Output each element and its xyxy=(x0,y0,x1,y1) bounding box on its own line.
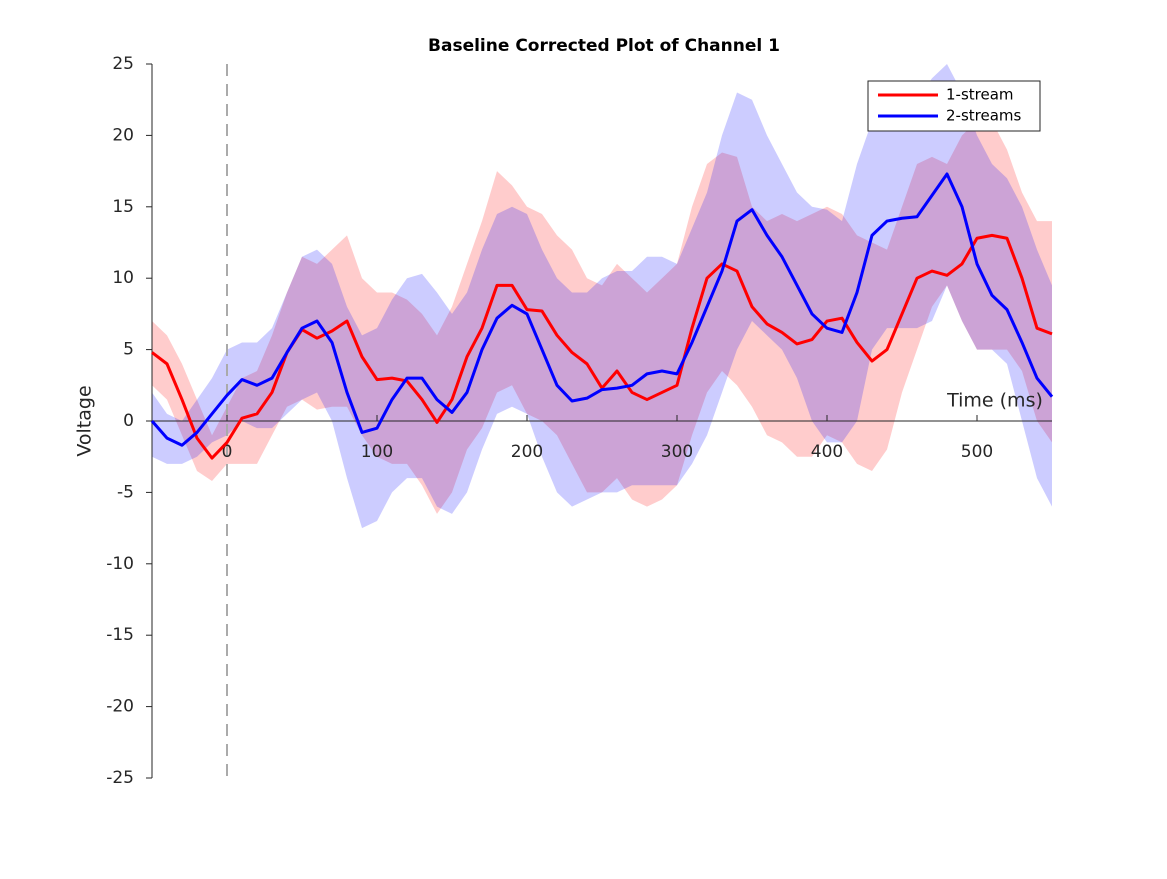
x-tick-label: 200 xyxy=(511,442,543,462)
legend: 1-stream 2-streams xyxy=(867,80,1041,132)
y-tick-label: 25 xyxy=(112,54,134,74)
x-tick-label: 400 xyxy=(811,442,843,462)
y-tick-label: -25 xyxy=(106,768,134,788)
error-band xyxy=(152,64,1052,529)
y-axis-label: Voltage xyxy=(74,385,96,456)
y-tick-label: 15 xyxy=(112,197,134,217)
line xyxy=(150,172,1054,447)
x-axis-label: Time (ms) xyxy=(946,390,1043,412)
legend-box xyxy=(867,80,1041,132)
legend-label: 1-stream xyxy=(946,86,1014,104)
x-tick-label: 0 xyxy=(222,442,233,462)
y-tick-label: -15 xyxy=(106,625,134,645)
y-tick-label: -20 xyxy=(106,697,134,717)
x-tick-label: 300 xyxy=(661,442,693,462)
chart-title: Baseline Corrected Plot of Channel 1 xyxy=(428,36,780,56)
y-tick-label: -5 xyxy=(117,482,134,502)
x-tick-label: 500 xyxy=(961,442,993,462)
y-tick-label: 5 xyxy=(123,340,134,360)
legend-label: 2-streams xyxy=(946,107,1022,125)
y-tick-label: 0 xyxy=(123,411,134,431)
y-tick-label: -10 xyxy=(106,554,134,574)
x-tick-label: 100 xyxy=(361,442,393,462)
y-tick-label: 20 xyxy=(112,125,134,145)
y-tick-label: 10 xyxy=(112,268,134,288)
